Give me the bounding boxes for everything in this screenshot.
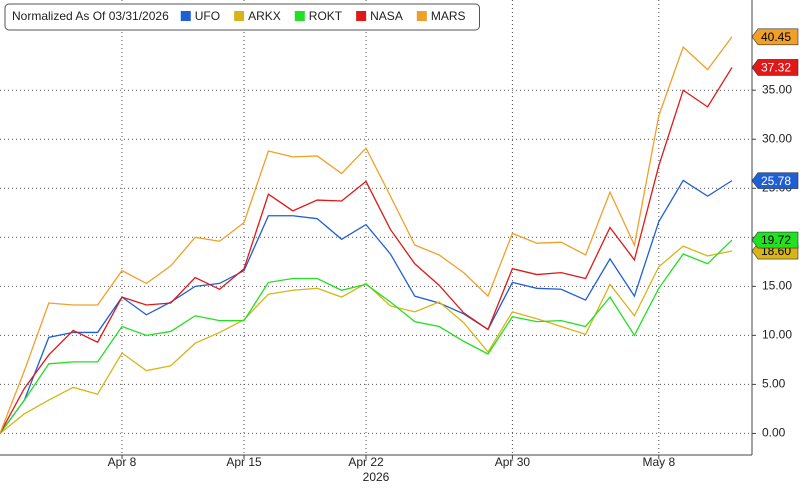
legend-label: ARKX	[248, 9, 281, 23]
tag-box	[751, 28, 799, 46]
legend-swatch	[416, 11, 427, 21]
tag-box	[751, 59, 799, 76]
series-line	[0, 245, 733, 434]
x-tick-label: Apr 15	[226, 455, 262, 469]
series-line	[0, 36, 733, 434]
tag-box	[751, 231, 799, 249]
series-line	[0, 239, 733, 434]
x-tick-label: May 8	[642, 455, 675, 469]
y-tick-label: 10.00	[762, 328, 792, 342]
last-value-tag: 19.72	[751, 231, 799, 249]
legend-label: MARS	[431, 9, 466, 23]
legend-label: UFO	[195, 9, 220, 23]
y-tick-label: 30.00	[762, 131, 792, 145]
tag-box	[751, 172, 799, 189]
tag-label: 40.45	[761, 30, 791, 44]
legend-label: ROKT	[309, 9, 343, 23]
series-line	[0, 67, 733, 434]
y-tick-label: 5.00	[762, 377, 786, 391]
legend-label: NASA	[370, 9, 403, 23]
x-tick-label: Apr 30	[495, 455, 531, 469]
legend-swatch	[180, 11, 191, 21]
tag-label: 25.78	[761, 174, 791, 188]
last-value-tag: 37.32	[751, 59, 799, 76]
last-value-tag: 40.45	[751, 28, 799, 46]
y-tick-label: 35.00	[762, 82, 792, 96]
y-tick-label: 15.00	[762, 279, 792, 293]
legend-title: Normalized As Of 03/31/2026	[12, 9, 169, 23]
legend-swatch	[234, 11, 245, 21]
legend-swatch	[294, 11, 305, 21]
year-label: 2026	[363, 470, 390, 484]
x-tick-label: Apr 8	[108, 455, 137, 469]
tag-label: 37.32	[761, 61, 791, 75]
legend-swatch	[356, 11, 367, 21]
legend: Normalized As Of 03/31/2026 UFO ARKX ROKT NA…	[4, 3, 480, 31]
x-tick-label: Apr 22	[348, 455, 384, 469]
last-value-tag: 25.78	[751, 172, 799, 189]
y-tick-label: 0.00	[762, 426, 786, 440]
tag-label: 19.72	[761, 233, 791, 247]
